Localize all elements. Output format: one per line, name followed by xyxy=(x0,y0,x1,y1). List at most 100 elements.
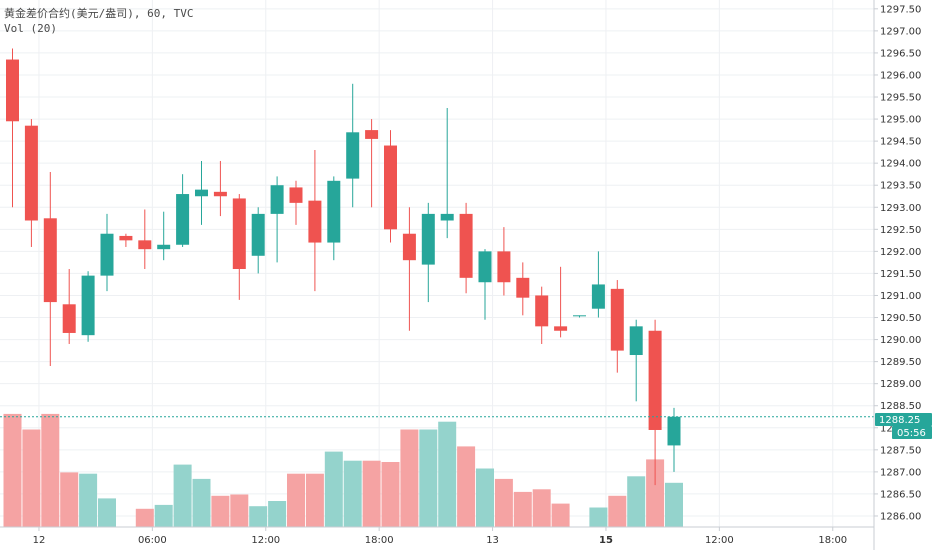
candle-body xyxy=(346,132,360,179)
candle-body xyxy=(554,326,568,331)
candle-body xyxy=(138,240,152,250)
candle-body xyxy=(195,189,208,197)
price-tick-label: 1297.00 xyxy=(880,26,921,37)
volume-bar xyxy=(343,460,362,527)
candle-body xyxy=(478,251,492,283)
volume-bar xyxy=(268,501,287,527)
price-badge-label: 1288.25 xyxy=(879,415,920,426)
chart-legend: 黄金差价合约(美元/盎司), 60, TVC Vol (20) xyxy=(4,6,193,36)
price-tick-label: 1291.50 xyxy=(880,269,921,280)
time-axis[interactable]: 12 06:00 12:00 18:00 13 15 12:00 18:00 xyxy=(33,527,848,546)
volume-bar xyxy=(381,462,400,527)
volume-bar xyxy=(400,429,419,527)
volume-bar xyxy=(230,494,249,527)
candle-body xyxy=(629,326,643,356)
price-tick-label: 1292.00 xyxy=(880,247,921,258)
volume-bars xyxy=(3,413,683,527)
countdown-badge-label: 05:56 xyxy=(897,428,926,439)
price-tick-label: 1294.50 xyxy=(880,137,921,148)
candle-body xyxy=(591,284,605,309)
price-tick-label: 1290.50 xyxy=(880,313,921,324)
volume-bar xyxy=(154,504,173,527)
candle-body xyxy=(176,194,190,245)
volume-bar xyxy=(551,503,570,527)
price-tick-label: 1289.50 xyxy=(880,357,921,368)
volume-bar xyxy=(192,478,211,527)
price-tick-label: 1295.00 xyxy=(880,115,921,126)
candle-body xyxy=(648,330,662,430)
candle-body xyxy=(327,180,341,243)
candle-body xyxy=(213,191,227,197)
volume-bar xyxy=(362,460,381,527)
time-tick-label: 18:00 xyxy=(818,535,847,546)
countdown-badge-background xyxy=(892,426,932,439)
candle-body xyxy=(384,145,397,230)
price-tick-label: 1295.50 xyxy=(880,93,921,104)
candle-body xyxy=(365,130,379,139)
volume-bar xyxy=(589,507,608,527)
candle-body xyxy=(402,233,416,261)
candlesticks xyxy=(6,48,681,486)
price-tick-label: 1288.50 xyxy=(880,401,921,412)
volume-bar xyxy=(135,508,154,527)
volume-bar xyxy=(457,446,476,527)
candle-body xyxy=(157,244,171,250)
price-tick-label: 1293.00 xyxy=(880,203,921,214)
volume-bar xyxy=(79,473,98,527)
candle-body xyxy=(610,288,624,351)
price-tick-label: 1296.50 xyxy=(880,48,921,59)
volume-bar xyxy=(532,489,551,527)
price-tick-label: 1294.00 xyxy=(880,159,921,170)
candle-body xyxy=(232,198,246,270)
volume-bar xyxy=(419,429,438,527)
price-tick-label: 1287.50 xyxy=(880,445,921,456)
volume-bar xyxy=(627,476,646,527)
candle-body xyxy=(497,251,511,283)
price-tick-label: 1286.00 xyxy=(880,511,921,522)
volume-bar xyxy=(41,413,60,527)
candle-body xyxy=(251,213,265,256)
volume-bar xyxy=(60,472,79,527)
volume-bar xyxy=(249,506,268,527)
chart-grid xyxy=(0,0,874,527)
price-axis[interactable]: 1286.001286.501287.001287.501288.001288.… xyxy=(874,4,921,522)
volume-bar xyxy=(608,495,627,527)
volume-bar xyxy=(513,491,532,527)
volume-bar xyxy=(476,468,494,527)
price-badge-background xyxy=(875,413,932,426)
volume-bar xyxy=(98,498,116,527)
volume-bar xyxy=(3,413,22,527)
candle-body xyxy=(573,315,586,317)
price-tick-label: 1292.50 xyxy=(880,225,921,236)
time-tick-label: 15 xyxy=(599,535,613,546)
candle-body xyxy=(308,200,322,243)
time-tick-label: 18:00 xyxy=(365,535,394,546)
time-tick-label: 13 xyxy=(486,535,499,546)
candle-body xyxy=(535,295,549,327)
candle-body xyxy=(119,235,133,241)
time-tick-label: 12:00 xyxy=(705,535,734,546)
symbol-title[interactable]: 黄金差价合约(美元/盎司), 60, TVC xyxy=(4,7,194,20)
candle-body xyxy=(43,218,57,303)
candle-body xyxy=(62,304,76,333)
volume-bar xyxy=(324,451,343,527)
volume-bar xyxy=(438,421,457,527)
price-tick-label: 1297.50 xyxy=(880,4,921,15)
volume-indicator-label[interactable]: Vol (20) xyxy=(4,22,57,35)
volume-bar xyxy=(173,464,192,527)
candle-body xyxy=(100,233,114,276)
volume-bar xyxy=(646,459,665,527)
volume-bar xyxy=(211,495,230,527)
candle-body xyxy=(289,187,303,203)
price-tick-label: 1293.50 xyxy=(880,181,921,192)
time-tick-label: 06:00 xyxy=(138,535,167,546)
candle-body xyxy=(270,185,284,214)
time-tick-label: 12:00 xyxy=(251,535,280,546)
candle-body xyxy=(440,213,454,221)
volume-bar xyxy=(494,478,513,527)
time-tick-label: 12 xyxy=(33,535,46,546)
volume-bar xyxy=(287,473,305,527)
volume-bar xyxy=(305,473,324,527)
candle-body xyxy=(516,277,530,298)
